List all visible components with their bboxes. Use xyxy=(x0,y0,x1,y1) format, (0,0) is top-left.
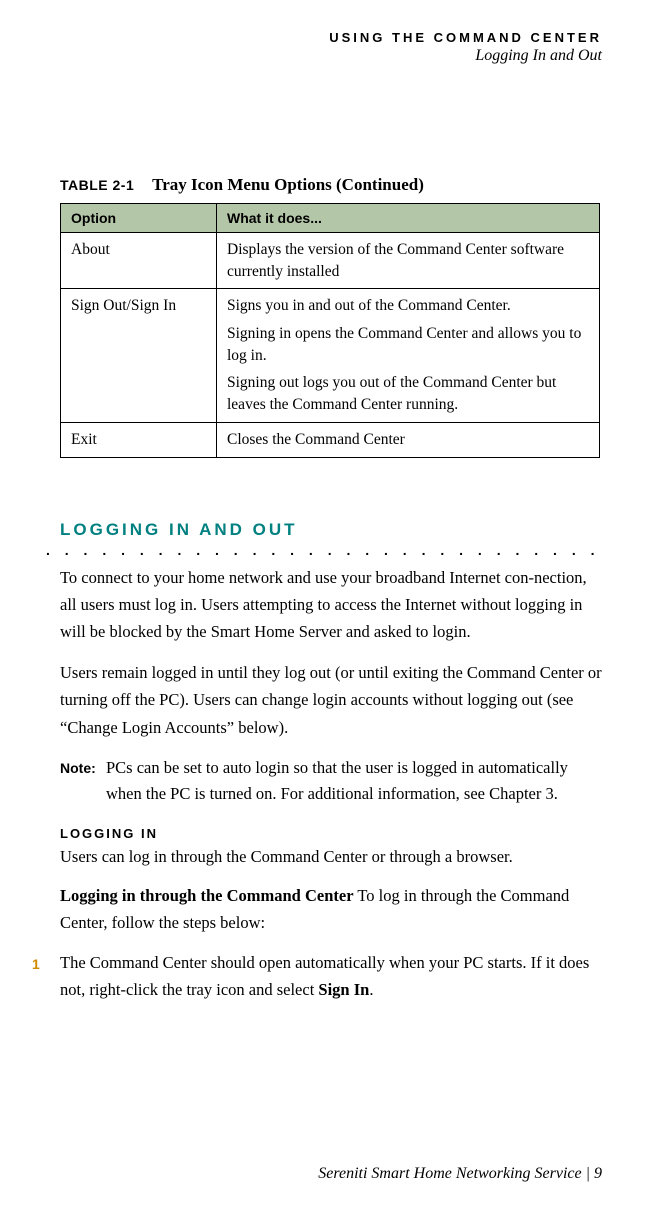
option-cell: Sign Out/Sign In xyxy=(61,289,217,422)
desc-line: Closes the Command Center xyxy=(227,429,589,451)
table-row: Exit Closes the Command Center xyxy=(61,422,600,457)
step-text-post: . xyxy=(369,980,373,999)
table-row: About Displays the version of the Comman… xyxy=(61,233,600,289)
step-item: 1 The Command Center should open automat… xyxy=(32,950,602,1003)
col-header-desc: What it does... xyxy=(217,204,600,233)
section-heading: LOGGING IN AND OUT xyxy=(60,520,602,540)
section-title: Logging In and Out xyxy=(46,47,602,65)
desc-cell: Displays the version of the Command Cent… xyxy=(217,233,600,289)
body-paragraph: Users can log in through the Command Cen… xyxy=(60,843,602,870)
step-bold: Sign In xyxy=(318,980,369,999)
page-footer: Sereniti Smart Home Networking Service |… xyxy=(318,1165,602,1183)
body-paragraph: Users remain logged in until they log ou… xyxy=(60,659,602,741)
desc-cell: Signs you in and out of the Command Cent… xyxy=(217,289,600,422)
note-text: PCs can be set to auto login so that the… xyxy=(106,755,602,808)
desc-cell: Closes the Command Center xyxy=(217,422,600,457)
option-cell: About xyxy=(61,233,217,289)
option-cell: Exit xyxy=(61,422,217,457)
sub-heading: LOGGING IN xyxy=(60,826,602,841)
desc-line: Signing out logs you out of the Command … xyxy=(227,372,589,415)
desc-line: Displays the version of the Command Cent… xyxy=(227,239,589,282)
desc-line: Signing in opens the Command Center and … xyxy=(227,323,589,366)
table-caption: TABLE 2-1 Tray Icon Menu Options (Contin… xyxy=(60,175,602,195)
desc-line: Signs you in and out of the Command Cent… xyxy=(227,295,589,317)
options-table: Option What it does... About Displays th… xyxy=(60,203,600,458)
col-header-option: Option xyxy=(61,204,217,233)
table-row: Sign Out/Sign In Signs you in and out of… xyxy=(61,289,600,422)
step-text: The Command Center should open automatic… xyxy=(60,950,602,1003)
runin-lead: Logging in through the Command Center xyxy=(60,886,354,905)
step-number: 1 xyxy=(32,950,60,1003)
note-label: Note: xyxy=(60,755,106,808)
running-header: USING THE COMMAND CENTER Logging In and … xyxy=(46,30,602,65)
table-header-row: Option What it does... xyxy=(61,204,600,233)
runin-paragraph: Logging in through the Command Center To… xyxy=(60,882,602,936)
dotted-rule: . . . . . . . . . . . . . . . . . . . . … xyxy=(46,542,602,558)
chapter-title: USING THE COMMAND CENTER xyxy=(46,30,602,45)
note-block: Note: PCs can be set to auto login so th… xyxy=(60,755,602,808)
body-paragraph: To connect to your home network and use … xyxy=(60,564,602,646)
table-label: TABLE 2-1 xyxy=(60,177,134,193)
page: USING THE COMMAND CENTER Logging In and … xyxy=(0,0,648,1217)
table-title: Tray Icon Menu Options (Continued) xyxy=(152,175,424,194)
